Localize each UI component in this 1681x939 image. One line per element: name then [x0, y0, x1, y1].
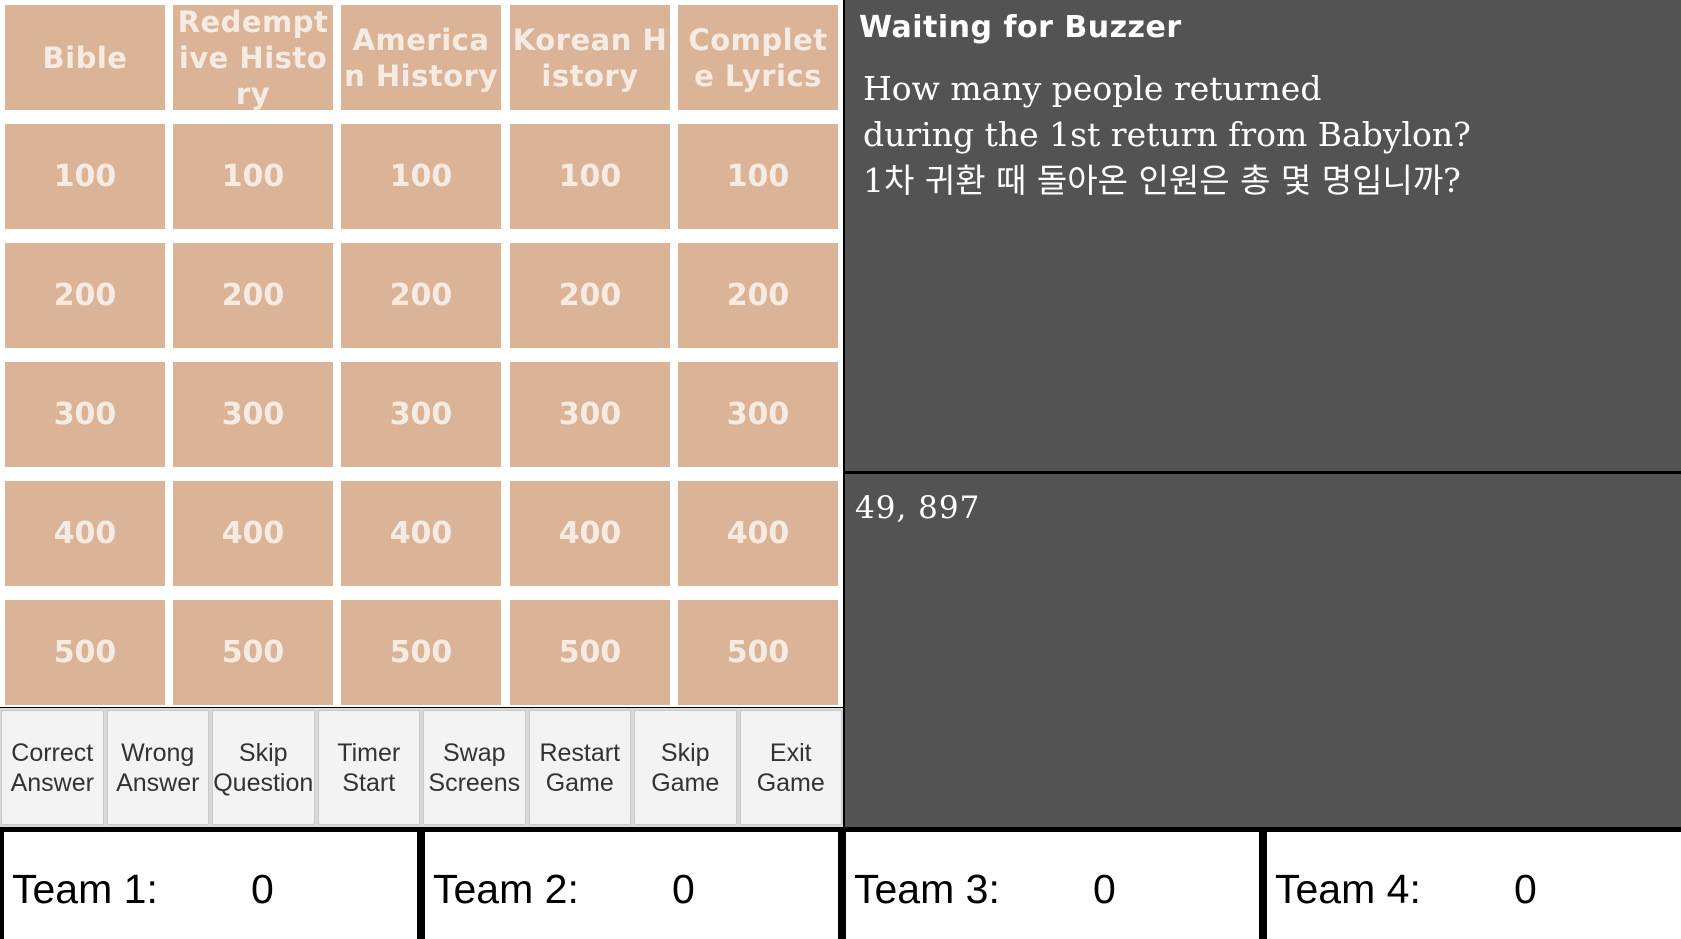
scoreboard: Team 1: 0 Team 2: 0 Team 3: 0 Team 4: 0 [0, 829, 1681, 939]
question-tile[interactable]: 100 [510, 124, 670, 229]
question-tile[interactable]: 200 [5, 243, 165, 348]
question-tile[interactable]: 100 [678, 124, 838, 229]
question-text: How many people returned during the 1st … [863, 69, 1471, 200]
team-score-box: Team 1: 0 [4, 832, 417, 939]
question-panel: Waiting for Buzzer How many people retur… [845, 0, 1681, 471]
category-header: Korean History [510, 5, 670, 110]
game-board: Bible 100 200 300 400 500 Redemptive History 10… [0, 0, 843, 707]
question-tile[interactable]: 300 [510, 362, 670, 467]
question-tile[interactable]: 300 [5, 362, 165, 467]
team-score: 0 [251, 866, 274, 912]
restart-game-button[interactable]: Restart Game [528, 710, 631, 825]
question-tile[interactable]: 400 [173, 481, 333, 586]
question-tile[interactable]: 300 [341, 362, 501, 467]
wrong-answer-button[interactable]: Wrong Answer [106, 710, 209, 825]
question-tile[interactable]: 300 [173, 362, 333, 467]
answer-text: 49, 897 [855, 490, 981, 526]
question-tile[interactable]: 400 [341, 481, 501, 586]
question-tile[interactable]: 100 [5, 124, 165, 229]
team-score-box: Team 4: 0 [1267, 832, 1681, 939]
question-tile[interactable]: 400 [678, 481, 838, 586]
question-tile[interactable]: 200 [678, 243, 838, 348]
question-tile[interactable]: 200 [341, 243, 501, 348]
question-tile[interactable]: 100 [173, 124, 333, 229]
buzzer-status: Waiting for Buzzer [859, 10, 1182, 45]
team-score: 0 [1093, 866, 1116, 912]
team-score-box: Team 2: 0 [425, 832, 838, 939]
timer-start-button[interactable]: Timer Start [317, 710, 420, 825]
correct-answer-button[interactable]: Correct Answer [1, 710, 104, 825]
question-tile[interactable]: 500 [5, 600, 165, 705]
question-tile[interactable]: 500 [341, 600, 501, 705]
question-tile[interactable]: 500 [510, 600, 670, 705]
question-tile[interactable]: 200 [173, 243, 333, 348]
question-tile[interactable]: 500 [173, 600, 333, 705]
skip-game-button[interactable]: Skip Game [634, 710, 737, 825]
question-tile[interactable]: 400 [5, 481, 165, 586]
team-name: Team 1: [12, 866, 158, 912]
exit-game-button[interactable]: Exit Game [739, 710, 842, 825]
category-header: American History [341, 5, 501, 110]
question-tile[interactable]: 100 [341, 124, 501, 229]
question-tile[interactable]: 400 [510, 481, 670, 586]
skip-question-button[interactable]: Skip Question [212, 710, 315, 825]
team-name: Team 4: [1275, 866, 1421, 912]
question-tile[interactable]: 200 [510, 243, 670, 348]
category-header: Bible [5, 5, 165, 110]
team-score: 0 [672, 866, 695, 912]
question-tile[interactable]: 500 [678, 600, 838, 705]
team-name: Team 2: [433, 866, 579, 912]
team-score: 0 [1514, 866, 1537, 912]
team-name: Team 3: [854, 866, 1000, 912]
team-score-box: Team 3: 0 [846, 832, 1259, 939]
category-header: Redemptive History [173, 5, 333, 110]
answer-panel: 49, 897 [845, 474, 1681, 827]
category-header: Complete Lyrics [678, 5, 838, 110]
question-tile[interactable]: 300 [678, 362, 838, 467]
control-bar: Correct Answer Wrong Answer Skip Question T… [0, 708, 843, 827]
swap-screens-button[interactable]: Swap Screens [423, 710, 526, 825]
